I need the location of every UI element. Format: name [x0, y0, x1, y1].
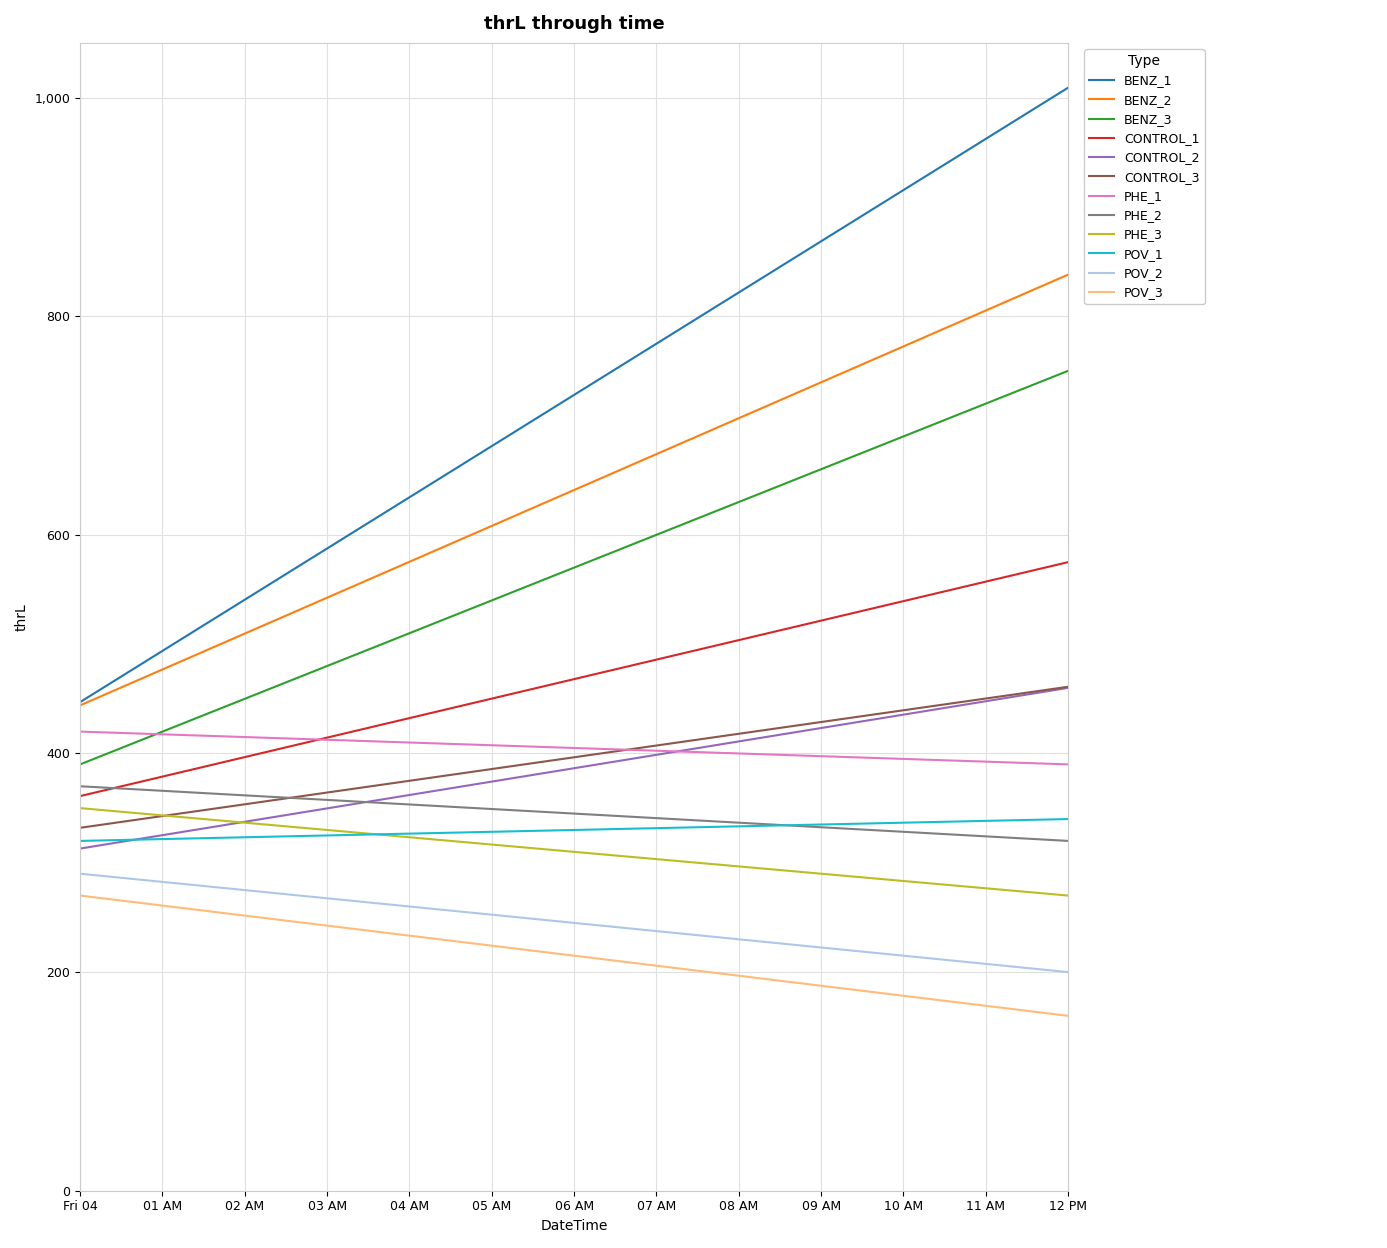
X-axis label: DateTime: DateTime [541, 1219, 608, 1233]
Legend: BENZ_1, BENZ_2, BENZ_3, CONTROL_1, CONTROL_2, CONTROL_3, PHE_1, PHE_2, PHE_3, PO: BENZ_1, BENZ_2, BENZ_3, CONTROL_1, CONTR… [1085, 49, 1205, 305]
Y-axis label: thrL: thrL [15, 603, 29, 630]
Title: thrL through time: thrL through time [484, 15, 664, 32]
